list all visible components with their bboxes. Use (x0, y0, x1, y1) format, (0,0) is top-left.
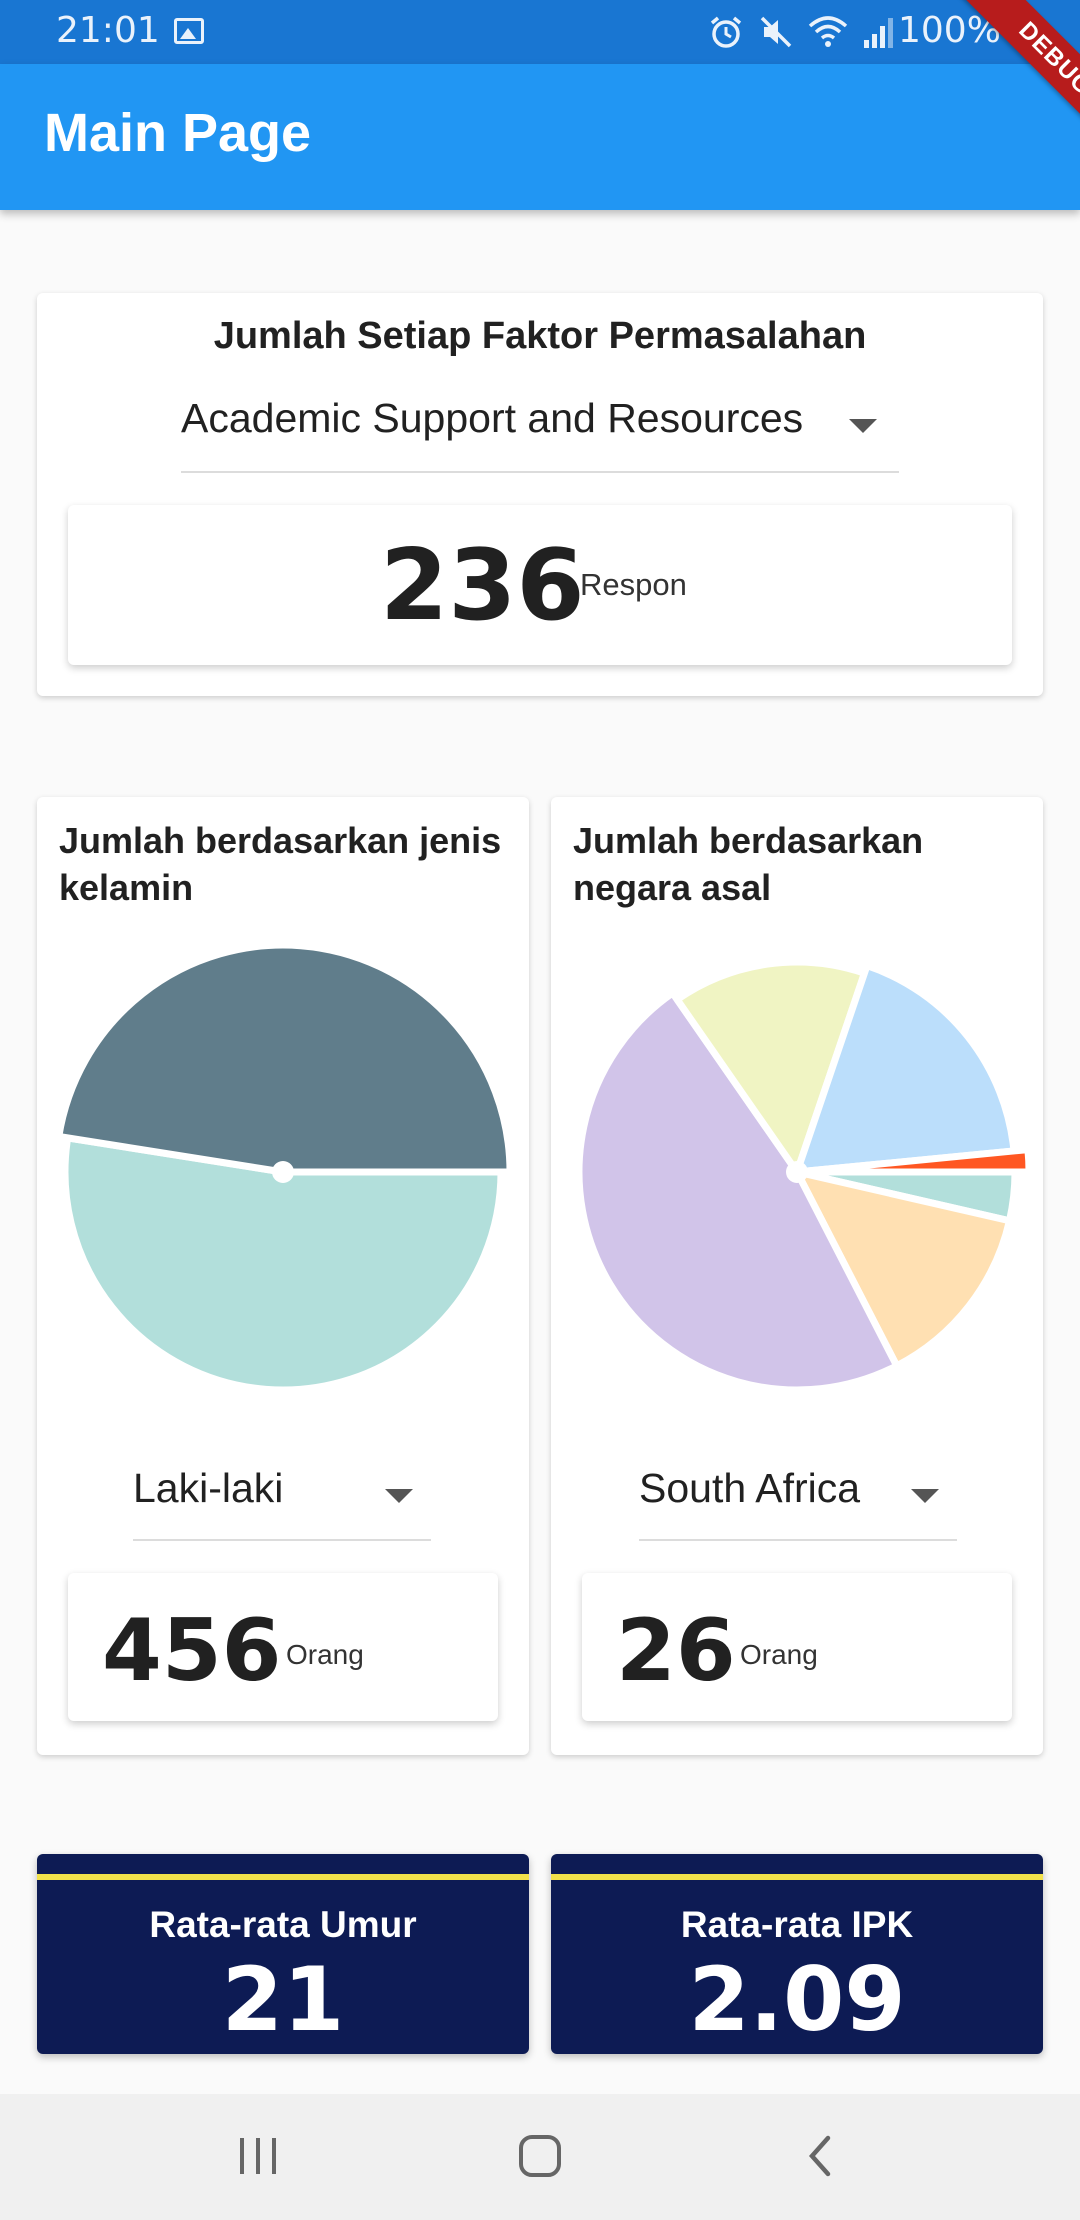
gender-count-value: 456 (102, 1601, 282, 1701)
mute-icon (760, 16, 792, 48)
country-pie-chart (575, 958, 1033, 1394)
debug-ribbon: DEBUG (910, 0, 1080, 170)
status-bar: 21:01 100% (0, 0, 1080, 64)
average-age-card: Rata-rata Umur 21 (37, 1854, 529, 2054)
factor-card: Jumlah Setiap Faktor Permasalahan Academ… (37, 293, 1043, 696)
gender-pie-slice[interactable] (61, 1134, 505, 1394)
status-icons (708, 12, 896, 52)
gender-pie-slice[interactable] (55, 941, 514, 1176)
factor-dropdown-value: Academic Support and Resources (181, 395, 804, 441)
gender-count-unit: Orang (286, 1639, 364, 1670)
average-gpa-value: 2.09 (688, 1948, 906, 2051)
debug-label: DEBUG (958, 0, 1080, 156)
country-pie-center-dot (786, 1161, 808, 1183)
country-pie-slice[interactable] (793, 1146, 1033, 1176)
average-gpa-label: Rata-rata IPK (680, 1904, 914, 1945)
gender-card: Jumlah berdasarkan jenis kelamin Laki-la… (37, 797, 529, 1755)
country-dropdown[interactable]: South Africa (639, 1465, 957, 1541)
page-title: Main Page (44, 103, 312, 163)
status-time: 21:01 (56, 10, 160, 51)
signal-icon (864, 18, 893, 48)
country-card-title: Jumlah berdasarkan negara asal (573, 820, 924, 908)
country-pie-slice[interactable] (793, 962, 1018, 1176)
gender-dropdown-value: Laki-laki (133, 1465, 284, 1511)
wifi-icon (808, 16, 848, 47)
accent-stripe (37, 1874, 529, 1880)
gender-count-card: 456 Orang (68, 1573, 498, 1721)
factor-count-card: 236 Respon (68, 505, 1012, 665)
average-age-value: 21 (221, 1948, 345, 2051)
gender-card-title: Jumlah berdasarkan jenis kelamin (59, 820, 502, 908)
country-card: Jumlah berdasarkan negara asal South Afr… (551, 797, 1043, 1755)
gender-dropdown[interactable]: Laki-laki (133, 1465, 431, 1541)
accent-stripe (551, 1874, 1043, 1880)
alarm-icon (710, 16, 742, 48)
average-gpa-card: Rata-rata IPK 2.09 (551, 1854, 1043, 2054)
image-icon (174, 18, 204, 44)
country-count-card: 26 Orang (582, 1573, 1012, 1721)
caret-down-icon (385, 1489, 413, 1503)
average-age-label: Rata-rata Umur (149, 1904, 417, 1945)
recent-apps-icon[interactable] (236, 2132, 280, 2182)
country-pie-slice[interactable] (673, 958, 868, 1176)
navigation-bar (0, 2094, 1080, 2220)
country-count-value: 26 (616, 1601, 736, 1701)
factor-count-unit: Respon (580, 567, 687, 602)
factor-dropdown[interactable]: Academic Support and Resources (181, 395, 899, 473)
gender-pie-chart (55, 941, 514, 1394)
country-pie-slice[interactable] (575, 989, 901, 1394)
back-icon[interactable] (800, 2132, 840, 2182)
factor-count-value: 236 (380, 529, 585, 643)
factor-card-title: Jumlah Setiap Faktor Permasalahan (213, 315, 867, 357)
country-dropdown-value: South Africa (639, 1465, 861, 1511)
gender-pie-center-dot (272, 1161, 294, 1183)
home-icon[interactable] (516, 2132, 566, 2182)
country-count-unit: Orang (740, 1639, 818, 1670)
country-pie-slice[interactable] (793, 1168, 1013, 1370)
caret-down-icon (911, 1489, 939, 1503)
app-bar: Main Page (0, 64, 1080, 210)
caret-down-icon (849, 419, 877, 433)
